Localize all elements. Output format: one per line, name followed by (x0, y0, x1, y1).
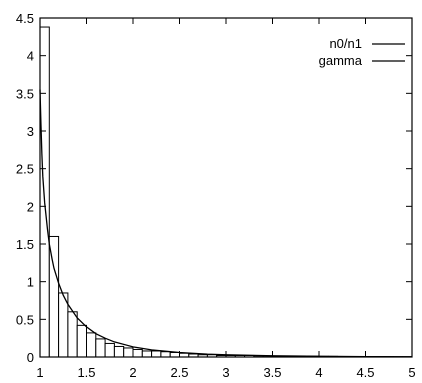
x-tick-label: 4 (315, 365, 322, 380)
histogram-bar (123, 347, 134, 358)
x-tick-label: 3.5 (263, 365, 281, 380)
histogram-bar (76, 324, 87, 358)
legend: n0/n1 gamma (319, 36, 405, 68)
axis-ticks (39, 17, 413, 358)
x-tick-label: 5 (408, 365, 415, 380)
histogram-bar (104, 342, 115, 358)
x-tick-label: 1.5 (77, 365, 95, 380)
gamma-curve-line (39, 89, 413, 358)
gamma-curve-group (39, 89, 413, 358)
y-tick-label: 0.5 (16, 312, 34, 327)
histogram-bar (132, 348, 143, 358)
y-tick-label: 1 (27, 275, 34, 290)
y-tick-label: 1.5 (16, 237, 34, 252)
histogram-bar (151, 350, 162, 358)
axis-tick-labels: 1 1.5 2 2.5 3 3.5 4 4.5 5 0 0.5 1 1.5 2 2.5 3 3.5 4 4.5 (16, 11, 416, 380)
y-tick-label: 3.5 (16, 86, 34, 101)
y-tick-label: 2.5 (16, 162, 34, 177)
x-tick-label: 2 (129, 365, 136, 380)
histogram-bar (113, 345, 125, 358)
histogram-bar (95, 338, 106, 358)
y-tick-label: 2 (27, 199, 34, 214)
x-tick-label: 3 (222, 365, 229, 380)
y-tick-label: 4 (27, 49, 34, 64)
x-tick-label: 1 (36, 365, 43, 380)
y-tick-label: 4.5 (16, 11, 34, 26)
plot-frame (39, 17, 413, 358)
y-tick-label: 3 (27, 124, 34, 139)
x-tick-label: 4.5 (356, 365, 374, 380)
histogram-bar (67, 311, 78, 358)
x-tick-label: 2.5 (170, 365, 188, 380)
legend-label-gamma: gamma (319, 53, 363, 68)
histogram-bar (141, 350, 153, 358)
histogram-bar (39, 26, 50, 358)
histogram-bar (169, 351, 180, 358)
histogram-bar (160, 351, 171, 358)
y-tick-label: 0 (27, 350, 34, 365)
histogram-bars (39, 26, 413, 358)
histogram-bar (86, 332, 97, 358)
legend-label-n0-n1: n0/n1 (329, 36, 362, 51)
